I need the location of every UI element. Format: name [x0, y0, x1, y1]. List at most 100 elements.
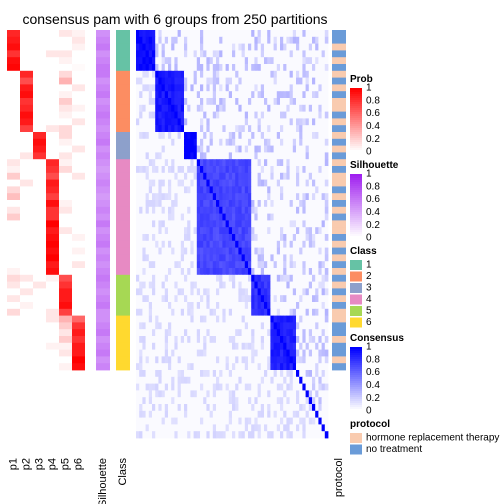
consensus-cell	[321, 261, 326, 269]
consensus-cell	[238, 64, 242, 72]
consensus-cell	[292, 281, 297, 289]
consensus-cell	[286, 213, 290, 221]
consensus-cell	[260, 261, 265, 269]
consensus-cell	[190, 36, 194, 44]
consensus-cell	[270, 417, 274, 425]
consensus-cell	[206, 383, 210, 391]
consensus-cell	[296, 193, 300, 201]
consensus-cell	[152, 98, 156, 106]
consensus-cell	[312, 397, 316, 405]
consensus-cell	[244, 315, 249, 323]
consensus-cell	[260, 111, 265, 119]
consensus-cell	[267, 370, 271, 378]
consensus-cell	[225, 424, 230, 432]
consensus-cell	[241, 98, 246, 106]
consensus-cell	[225, 322, 230, 330]
consensus-cell	[164, 43, 169, 51]
consensus-cell	[257, 36, 262, 44]
prob-cell	[20, 268, 33, 276]
consensus-cell	[187, 98, 191, 106]
prob-cell	[7, 104, 20, 112]
consensus-cell	[257, 342, 262, 350]
consensus-cell	[305, 145, 310, 153]
consensus-cell	[267, 315, 271, 323]
consensus-cell	[241, 206, 246, 214]
prob-cell	[72, 302, 85, 310]
consensus-cell	[308, 104, 313, 112]
consensus-cell	[273, 132, 278, 140]
consensus-cell	[251, 410, 255, 418]
consensus-cell	[190, 57, 194, 65]
consensus-cell	[244, 234, 249, 242]
consensus-cell	[273, 363, 278, 371]
consensus-cell	[177, 91, 182, 99]
consensus-cell	[312, 261, 316, 269]
consensus-cell	[286, 295, 290, 303]
consensus-cell	[238, 376, 242, 384]
consensus-cell	[254, 213, 258, 221]
consensus-cell	[219, 50, 223, 58]
consensus-cell	[152, 329, 156, 337]
consensus-cell	[286, 193, 290, 201]
consensus-cell	[142, 206, 146, 214]
consensus-cell	[225, 417, 230, 425]
consensus-cell	[145, 179, 150, 187]
consensus-cell	[267, 281, 271, 289]
consensus-cell	[142, 274, 146, 282]
consensus-cell	[206, 145, 210, 153]
legend-gradient-step	[350, 363, 362, 366]
consensus-cell	[264, 84, 268, 92]
consensus-cell	[187, 145, 191, 153]
consensus-cell	[148, 431, 153, 439]
consensus-cell	[267, 410, 271, 418]
consensus-cell	[315, 98, 319, 106]
consensus-cell	[292, 349, 297, 357]
consensus-cell	[289, 240, 294, 248]
prob-cell	[20, 152, 33, 160]
consensus-cell	[289, 234, 294, 242]
silhouette-cell	[96, 329, 110, 337]
consensus-cell	[305, 57, 310, 65]
protocol-cell	[332, 254, 346, 262]
consensus-cell	[324, 329, 329, 337]
consensus-cell	[171, 43, 175, 51]
consensus-cell	[200, 125, 204, 133]
consensus-cell	[212, 288, 217, 296]
prob-axis-label-p6: p6	[72, 458, 84, 470]
consensus-cell	[145, 329, 150, 337]
consensus-cell	[244, 329, 249, 337]
consensus-cell	[270, 288, 274, 296]
consensus-cell	[225, 77, 230, 85]
consensus-cell	[238, 329, 242, 337]
consensus-cell	[264, 424, 268, 432]
consensus-cell	[315, 166, 319, 174]
consensus-cell	[142, 329, 146, 337]
consensus-cell	[235, 77, 239, 85]
consensus-cell	[264, 268, 268, 276]
consensus-cell	[318, 118, 322, 126]
consensus-cell	[190, 349, 194, 357]
consensus-cell	[292, 363, 297, 371]
consensus-cell	[273, 206, 278, 214]
consensus-cell	[299, 43, 303, 51]
consensus-cell	[312, 118, 316, 126]
consensus-cell	[180, 145, 185, 153]
consensus-cell	[312, 172, 316, 180]
consensus-cell	[286, 281, 290, 289]
prob-cell	[7, 138, 20, 146]
consensus-cell	[248, 213, 252, 221]
consensus-cell	[174, 159, 178, 167]
consensus-cell	[318, 91, 322, 99]
consensus-cell	[299, 118, 303, 126]
consensus-cell	[238, 349, 242, 357]
consensus-cell	[180, 424, 185, 432]
consensus-cell	[312, 206, 316, 214]
consensus-cell	[222, 410, 226, 418]
consensus-cell	[187, 213, 191, 221]
consensus-cell	[177, 220, 182, 228]
consensus-cell	[142, 172, 146, 180]
consensus-cell	[184, 125, 188, 133]
consensus-cell	[280, 397, 284, 405]
consensus-cell	[324, 91, 329, 99]
consensus-cell	[190, 410, 194, 418]
